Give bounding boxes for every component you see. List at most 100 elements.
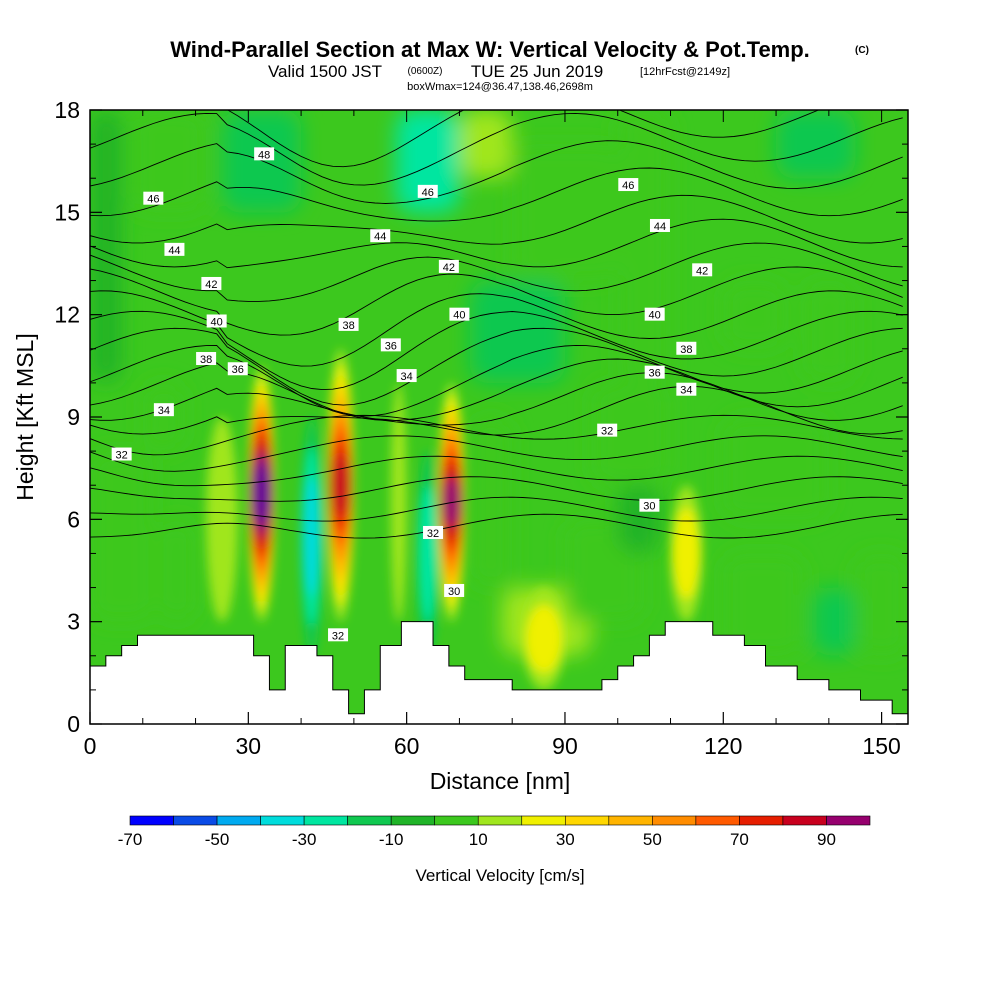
field-patch-22 (142, 382, 185, 452)
colorbar-swatch (129, 815, 174, 826)
field-patch-18 (723, 553, 803, 656)
velocity-cell-8-1 (525, 604, 563, 673)
contour-label-bg (396, 369, 417, 383)
colorbar-swatch (477, 815, 523, 826)
contour-label-bg (692, 263, 713, 277)
terrain (90, 621, 908, 724)
contour-label-bg (449, 307, 470, 321)
y-tick-label: 9 (67, 404, 80, 430)
contour-label-bg (644, 365, 665, 379)
contour-label-text: 42 (205, 279, 217, 291)
valid-date: TUE 25 Jun 2019 (471, 62, 603, 81)
contour-label-text: 32 (332, 630, 344, 642)
velocity-cell-6-0 (206, 416, 238, 622)
field-patch-21 (158, 519, 196, 622)
colorbar: -70 -50 -30 -10 10 30 50 70 90 (118, 815, 871, 849)
contour-label-bg (676, 341, 697, 355)
contour-label-22: 32 (111, 447, 132, 462)
field-patch-10 (469, 280, 565, 383)
box-info: boxWmax=124@36.47,138.46,2698m (407, 81, 593, 93)
contour-label-bg (338, 317, 359, 331)
contour-label-bg (254, 147, 275, 161)
isentrope-line-10 (90, 327, 903, 406)
contour-label-text: 46 (422, 187, 434, 199)
colorbar-tick-label: 30 (556, 830, 575, 849)
x-tick-label: 0 (84, 733, 97, 759)
field-patch-7 (723, 280, 787, 349)
isentrope-line-4 (90, 435, 903, 472)
copyright-mark: (C) (855, 45, 869, 56)
field-patch-8 (776, 110, 856, 179)
contour-label-0: 48 (254, 147, 275, 161)
colorbar-swatch (564, 815, 610, 826)
contour-label-text: 36 (649, 368, 661, 380)
colorbar-tick-label: 90 (817, 830, 836, 849)
y-tick-label: 0 (67, 711, 80, 737)
colorbar-tick-label: 10 (469, 830, 488, 849)
contour-label-1: 46 (143, 191, 164, 206)
field-patch-5 (512, 144, 618, 281)
field-patch-17 (617, 485, 660, 554)
contour-label-27: 30 (639, 498, 660, 513)
isentrope-line-3 (90, 455, 903, 487)
y-tick-label: 15 (54, 199, 80, 225)
colorbar-tick-label: -50 (205, 830, 230, 849)
contour-label-26: 30 (444, 583, 465, 598)
contour-label-5: 44 (370, 229, 391, 243)
contour-label-text: 32 (427, 528, 439, 540)
contour-label-text: 32 (601, 426, 613, 438)
contour-label-text: 44 (374, 231, 386, 243)
isentrope-line-20 (90, 110, 820, 168)
contour-label-text: 42 (696, 265, 708, 277)
colorbar-swatch (173, 815, 218, 826)
x-axis-label: Distance [nm] (430, 768, 571, 794)
contour-label-bg (618, 178, 639, 192)
isentrope-line-18 (90, 140, 903, 204)
contour-label-7: 42 (201, 276, 222, 291)
forecast-info: [12hrFcst@2149z] (640, 66, 730, 78)
colorbar-swatch (739, 815, 784, 826)
contour-label-text: 38 (200, 354, 212, 366)
x-tick-label: 120 (704, 733, 742, 759)
contour-label-bg (444, 583, 465, 597)
contour-label-24: 32 (423, 525, 444, 540)
contour-label-text: 34 (158, 405, 170, 417)
contour-label-3: 46 (618, 178, 639, 192)
contour-label-23: 32 (597, 423, 618, 438)
contour-label-bg (201, 276, 222, 290)
contour-label-bg (370, 229, 391, 243)
contour-label-text: 38 (680, 344, 692, 356)
colorbar-swatch (347, 815, 392, 826)
contour-label-8: 42 (438, 259, 459, 274)
contour-label-bg (164, 242, 185, 256)
contour-label-18: 36 (644, 365, 665, 380)
contour-label-12: 40 (644, 307, 665, 322)
contour-label-21: 34 (676, 382, 697, 397)
colorbar-tick-label: -30 (292, 830, 317, 849)
contour-label-text: 34 (680, 385, 692, 397)
contour-label-text: 34 (401, 371, 413, 383)
field-patch-14 (469, 417, 513, 588)
colorbar-tick-label: -70 (118, 830, 143, 849)
colorbar-swatch (826, 815, 871, 826)
contour-label-text: 48 (258, 149, 270, 161)
colorbar-swatch (434, 815, 479, 826)
field-patch-1 (132, 110, 207, 213)
velocity-cell-3-2 (303, 476, 321, 597)
colorbar-title: Vertical Velocity [cm/s] (415, 866, 584, 885)
colorbar-swatch (608, 815, 653, 826)
contour-label-bg (644, 307, 665, 321)
contour-label-13: 38 (196, 352, 217, 366)
contour-label-bg (676, 382, 697, 396)
contour-label-bg (196, 352, 217, 366)
contour-label-bg (328, 628, 349, 642)
y-tick-label: 12 (54, 302, 80, 328)
y-tick-label: 18 (54, 97, 80, 123)
x-tick-label: 150 (862, 733, 900, 759)
contour-label-19: 34 (153, 403, 174, 417)
field-patch-19 (813, 587, 856, 656)
contour-label-17: 36 (380, 338, 401, 352)
contour-label-bg (380, 338, 401, 352)
velocity-cell-7-1 (672, 507, 701, 599)
